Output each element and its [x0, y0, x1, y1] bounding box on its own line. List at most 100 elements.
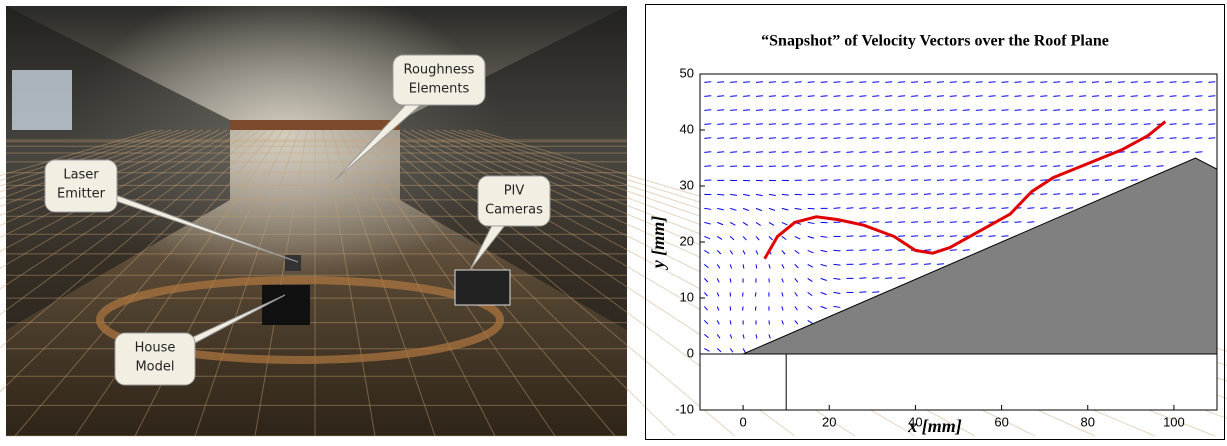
velocity-vector	[1053, 96, 1060, 97]
velocity-vector	[1066, 110, 1073, 111]
velocity-vector	[730, 278, 731, 282]
velocity-vector	[1170, 110, 1177, 111]
velocity-vector	[872, 208, 879, 209]
velocity-vector	[1015, 180, 1022, 181]
velocity-vector	[976, 124, 983, 125]
velocity-vector	[989, 236, 996, 237]
velocity-vector	[1118, 138, 1125, 139]
y-tick-label: 10	[680, 289, 694, 304]
velocity-vector	[859, 222, 866, 223]
piv-cameras	[455, 270, 510, 305]
velocity-vector	[950, 222, 957, 223]
velocity-vector	[963, 96, 970, 97]
velocity-vector	[1027, 138, 1034, 139]
velocity-vector	[924, 124, 931, 125]
velocity-vector	[782, 96, 789, 97]
velocity-vector	[808, 124, 815, 125]
velocity-vector	[898, 138, 905, 139]
velocity-vector	[704, 138, 711, 139]
velocity-vector	[846, 110, 853, 111]
velocity-vector	[937, 222, 944, 223]
velocity-vector	[1015, 138, 1022, 139]
velocity-vector	[898, 166, 905, 167]
velocity-vector	[911, 194, 918, 195]
velocity-vector	[1027, 222, 1034, 223]
velocity-vector	[911, 124, 918, 125]
velocity-vector	[911, 152, 918, 153]
velocity-vector	[808, 82, 815, 83]
velocity-vector	[1105, 110, 1112, 111]
velocity-vector	[1079, 110, 1086, 111]
velocity-vector	[1131, 166, 1138, 167]
velocity-vector	[1131, 110, 1138, 111]
velocity-vector	[821, 110, 828, 111]
velocity-vector	[834, 208, 841, 209]
velocity-vector	[1105, 152, 1112, 153]
velocity-vector	[976, 208, 983, 209]
velocity-vector	[1040, 194, 1047, 195]
velocity-vector	[1105, 96, 1112, 97]
velocity-vector	[937, 82, 944, 83]
velocity-vector	[859, 208, 866, 209]
velocity-vector	[1040, 152, 1047, 153]
velocity-vector	[963, 180, 970, 181]
velocity-vector	[1066, 82, 1073, 83]
velocity-vector	[898, 264, 905, 265]
velocity-vector	[898, 180, 905, 181]
velocity-vector	[898, 110, 905, 111]
velocity-vector	[743, 110, 750, 111]
velocity-vector	[795, 166, 802, 167]
velocity-vector	[1183, 96, 1190, 97]
velocity-vector	[911, 222, 918, 223]
velocity-vector	[1066, 96, 1073, 97]
velocity-vector	[963, 194, 970, 195]
velocity-vector	[1195, 96, 1202, 97]
house-model	[262, 285, 310, 325]
velocity-vector	[756, 124, 763, 125]
velocity-vector	[1092, 82, 1099, 83]
velocity-vector	[950, 194, 957, 195]
velocity-vector	[937, 264, 944, 265]
velocity-vector	[1092, 152, 1099, 153]
velocity-vector	[808, 152, 815, 153]
velocity-vector	[976, 194, 983, 195]
velocity-vector	[769, 138, 776, 139]
velocity-vector	[1015, 96, 1022, 97]
velocity-vector	[1053, 124, 1060, 125]
velocity-vector	[834, 166, 841, 167]
velocity-vector	[898, 278, 905, 279]
velocity-vector	[1170, 82, 1177, 83]
velocity-vector	[963, 208, 970, 209]
velocity-vector	[795, 110, 802, 111]
velocity-vector	[756, 264, 757, 268]
velocity-vector	[756, 138, 763, 139]
velocity-vector	[937, 236, 944, 237]
x-tick-label: 60	[994, 414, 1008, 429]
velocity-vector	[743, 96, 750, 97]
velocity-vector	[1027, 110, 1034, 111]
velocity-vector	[1183, 124, 1190, 125]
callout-text: Emitter	[57, 187, 106, 202]
velocity-vector	[885, 180, 892, 181]
velocity-vector	[1066, 180, 1073, 181]
velocity-vector	[1195, 152, 1202, 153]
velocity-vector	[989, 96, 996, 97]
velocity-vector	[704, 96, 711, 97]
velocity-vector	[898, 152, 905, 153]
velocity-vector	[898, 82, 905, 83]
velocity-vector	[950, 124, 957, 125]
velocity-vector	[1144, 96, 1151, 97]
velocity-vector	[769, 110, 776, 111]
velocity-vector	[937, 208, 944, 209]
velocity-vector	[885, 110, 892, 111]
velocity-vector	[1131, 152, 1138, 153]
velocity-vector	[704, 166, 711, 167]
velocity-vector	[834, 96, 841, 97]
velocity-vector	[989, 82, 996, 83]
velocity-vector	[1195, 82, 1202, 83]
callout-text: PIV	[504, 184, 525, 199]
base-block	[700, 354, 786, 410]
velocity-vector	[937, 96, 944, 97]
velocity-vector	[885, 166, 892, 167]
